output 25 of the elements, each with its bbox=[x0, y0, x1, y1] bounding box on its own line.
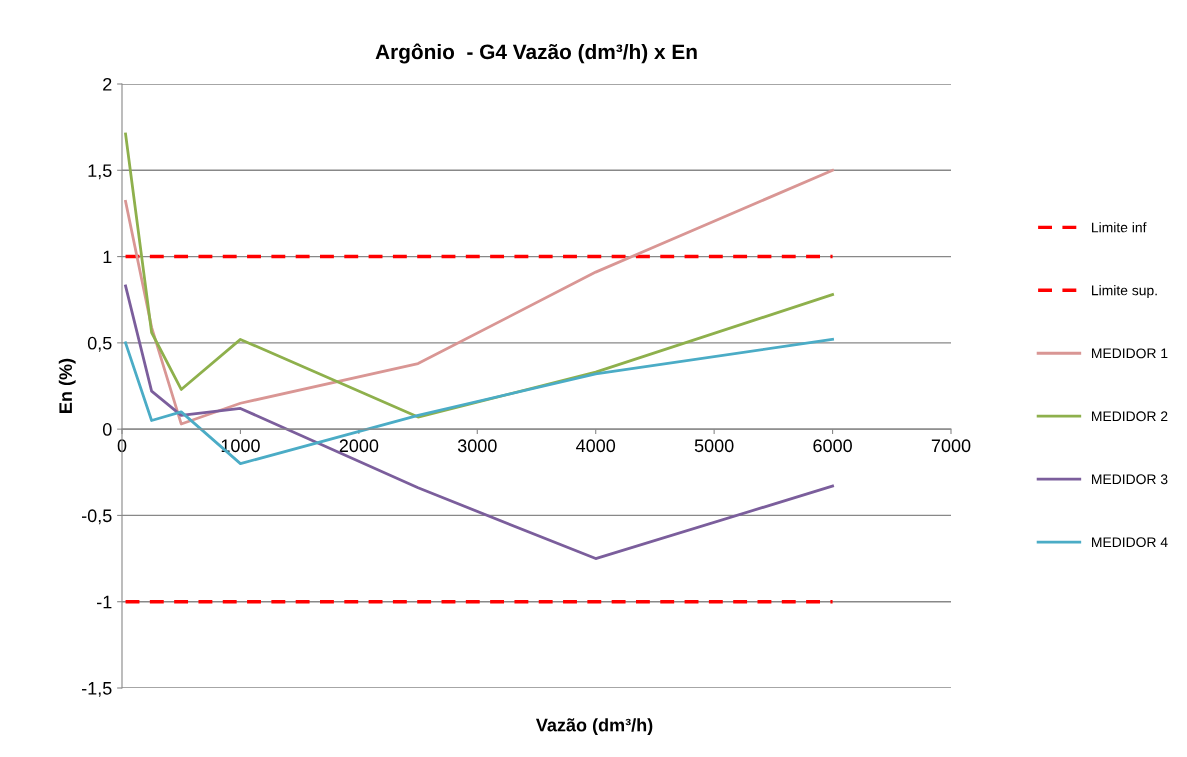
y-tick-label: -0,5 bbox=[81, 509, 112, 525]
y-tick-label: 0,5 bbox=[87, 336, 112, 352]
y-tick-label: 2 bbox=[103, 77, 112, 91]
legend-label: MEDIDOR 2 bbox=[1092, 411, 1168, 422]
legend-label: MEDIDOR 4 bbox=[1092, 537, 1168, 548]
legend-label: Limite inf bbox=[1092, 222, 1147, 233]
x-tick-label: 3000 bbox=[457, 439, 497, 453]
y-tick-label: -1 bbox=[97, 595, 112, 609]
x-tick-label: 0 bbox=[117, 439, 127, 453]
x-tick-label: 1000 bbox=[221, 439, 260, 453]
x-tick-label: 6000 bbox=[813, 439, 852, 453]
legend-label: Limite sup. bbox=[1092, 285, 1157, 299]
x-tick-label: 2000 bbox=[339, 439, 379, 453]
x-axis-title: Vazão (dm³/h) bbox=[535, 718, 653, 736]
x-tick-label: 7000 bbox=[931, 439, 971, 453]
y-axis-title: En (%) bbox=[58, 358, 76, 413]
y-tick-label: 1,5 bbox=[88, 164, 112, 180]
x-tick-label: 5000 bbox=[694, 439, 734, 453]
legend-label: MEDIDOR 3 bbox=[1092, 474, 1168, 485]
y-tick-label: -1,5 bbox=[81, 682, 112, 697]
legend-label: MEDIDOR 1 bbox=[1092, 348, 1168, 359]
y-tick-label: 1 bbox=[103, 250, 112, 264]
y-tick-label: 0 bbox=[102, 423, 112, 436]
chart-title: Argônio - G4 Vazão (dm³/h) x En bbox=[375, 43, 697, 64]
x-tick-label: 4000 bbox=[576, 439, 616, 453]
